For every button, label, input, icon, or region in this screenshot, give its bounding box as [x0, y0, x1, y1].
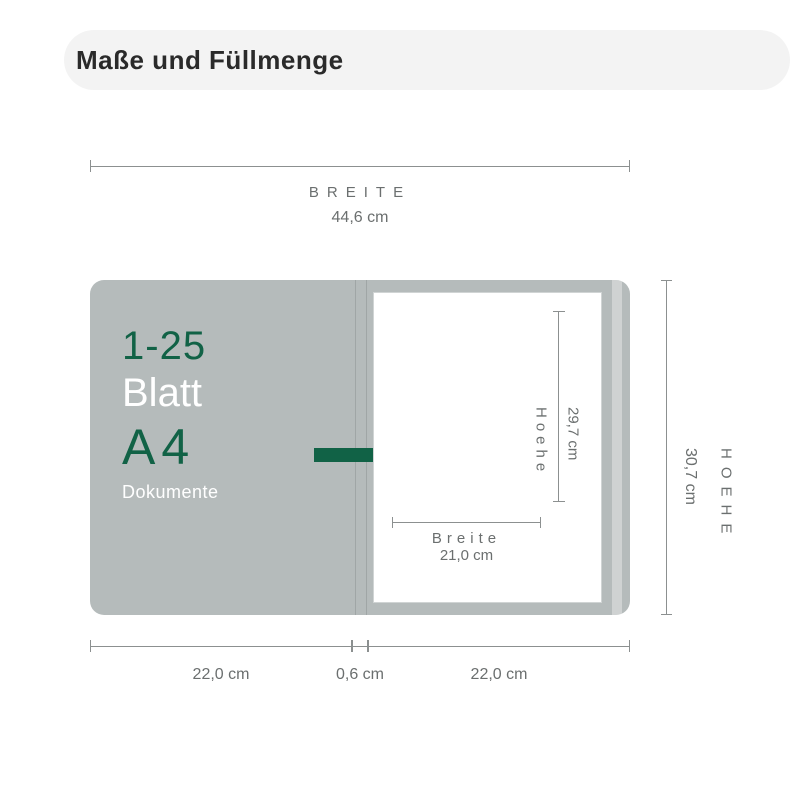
capacity-range: 1-25 — [122, 324, 333, 369]
a4-page: 29,7 cm Hoehe Breite 21,0 cm — [373, 292, 602, 603]
folder-right-panel: 29,7 cm Hoehe Breite 21,0 cm — [367, 280, 630, 615]
bottom-seg-right — [368, 640, 630, 654]
bottom-seg-left — [90, 640, 352, 654]
page-height-label: Hoehe — [533, 407, 550, 476]
page-width-value: 21,0 cm — [392, 547, 541, 564]
page-width-dimension: Breite 21,0 cm — [392, 522, 541, 562]
bottom-spine-value: 0,6 cm — [336, 666, 384, 684]
top-width-value: 44,6 cm — [90, 209, 630, 227]
bottom-right-value: 22,0 cm — [471, 666, 528, 684]
folder-left-panel: 1-25 Blatt A4 Dokumente — [90, 280, 355, 615]
dimensions-diagram: BREITE 44,6 cm 1-25 Blatt A4 Dokumente 2… — [0, 130, 800, 770]
bottom-left-value: 22,0 cm — [193, 666, 250, 684]
page-height-dimension: 29,7 cm Hoehe — [547, 311, 571, 502]
right-height-label: HOEHE — [718, 448, 735, 541]
page-width-label: Breite — [392, 530, 541, 547]
right-height-dimension: 30,7 cm HOEHE — [660, 280, 780, 615]
page-height-value: 29,7 cm — [565, 407, 582, 460]
right-height-value: 30,7 cm — [681, 448, 699, 505]
capacity-unit: Blatt — [122, 371, 333, 416]
bottom-seg-spine — [352, 640, 368, 654]
capacity-subtitle: Dokumente — [122, 482, 333, 503]
folder-right-edge — [612, 280, 622, 615]
top-width-label: BREITE — [90, 184, 630, 201]
top-width-dimension: BREITE 44,6 cm — [90, 160, 630, 227]
paper-format: A4 — [122, 418, 333, 476]
folder-illustration: 1-25 Blatt A4 Dokumente 29,7 cm Hoehe — [90, 280, 630, 615]
header-pill: Maße und Füllmenge — [64, 30, 790, 90]
bottom-width-dimensions: 22,0 cm 0,6 cm 22,0 cm — [90, 640, 630, 710]
page-title: Maße und Füllmenge — [76, 45, 344, 76]
